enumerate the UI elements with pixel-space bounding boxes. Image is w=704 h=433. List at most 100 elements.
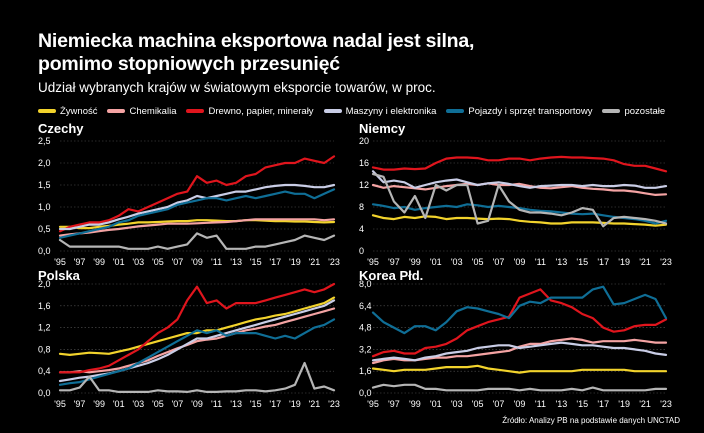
- x-tick-label: '09: [514, 257, 526, 267]
- y-tick-label: 1,0: [38, 202, 51, 212]
- x-tick-label: '21: [639, 257, 651, 267]
- y-tick-label: 4,8: [359, 323, 372, 333]
- legend-swatch: [323, 109, 342, 113]
- title-line-2: pomimo stopniowych przesunięć: [38, 53, 340, 75]
- x-tick-label: '01: [430, 399, 442, 409]
- x-tick-label: '97: [74, 399, 86, 409]
- x-tick-label: '97: [74, 257, 86, 267]
- x-tick-label: '09: [514, 399, 526, 409]
- series-line-niemcy-chemikalia: [371, 182, 668, 196]
- y-tick-label: 2,0: [38, 158, 51, 168]
- x-tick-label: '21: [309, 257, 321, 267]
- x-tick-label: '13: [555, 257, 567, 267]
- y-tick-label: 1,6: [359, 366, 372, 376]
- x-tick-label: '97: [388, 399, 400, 409]
- x-tick-label: '17: [597, 399, 609, 409]
- legend-item-food: Żywność: [38, 106, 97, 117]
- x-tick-label: '95: [54, 257, 66, 267]
- x-tick-label: '99: [93, 399, 105, 409]
- x-tick-label: '11: [211, 399, 222, 409]
- y-tick-label: 4: [359, 224, 364, 234]
- panel-title-polska: Polska: [38, 268, 81, 283]
- x-tick-label: '17: [269, 399, 281, 409]
- legend-swatch: [446, 109, 465, 113]
- series-line-czechy-pojazdy-i-sprze-t-transportowy: [58, 188, 336, 239]
- x-tick-label: '95: [54, 399, 66, 409]
- series-line-korea-p-d-z-ywnos-c: [371, 364, 668, 374]
- legend-label: pozostałe: [624, 105, 666, 117]
- legend-item-vehicles: Pojazdy i sprzęt transportowy: [446, 106, 592, 117]
- x-tick-label: '05: [472, 257, 484, 267]
- series-line-polska-z-ywnos-c: [58, 296, 336, 356]
- x-tick-label: '07: [493, 399, 505, 409]
- series-line-korea-p-d-pojazdy-i-sprze-t-transportowy: [371, 285, 668, 335]
- y-tick-label: 0,8: [38, 344, 51, 354]
- y-tick-label: 8,0: [359, 279, 372, 289]
- x-tick-label: '21: [639, 399, 651, 409]
- title-line-1: Niemiecka machina eksportowa nadal jest …: [38, 30, 475, 52]
- y-tick-label: 0,0: [359, 388, 372, 398]
- series-line-czechy-drewno-papier-minera-y: [58, 155, 336, 233]
- legend-item-other: pozostałe: [602, 106, 665, 117]
- x-tick-label: '01: [113, 399, 125, 409]
- panel-title-korea-p-d: Korea Płd.: [359, 268, 423, 283]
- source-note: Źródło: Analizy PB na podstawie danych U…: [502, 416, 680, 425]
- legend-swatch: [107, 109, 126, 113]
- x-tick-label: '97: [388, 257, 400, 267]
- y-tick-label: 3,2: [359, 344, 372, 354]
- page-title: Niemiecka machina eksportowa nadal jest …: [38, 30, 678, 76]
- legend-label: Drewno, papier, minerały: [208, 105, 314, 117]
- y-tick-label: 2,5: [38, 136, 51, 146]
- series-line-czechy-pozosta-e: [58, 232, 336, 250]
- legend-item-machinery: Maszyny i elektronika: [323, 106, 436, 117]
- series-line-czechy-maszyny-i-elektronika: [58, 183, 336, 231]
- x-tick-label: '01: [430, 257, 442, 267]
- panel-title-niemcy: Niemcy: [359, 121, 406, 136]
- series-line-polska-chemikalia: [58, 307, 336, 374]
- x-tick-label: '23: [660, 257, 672, 267]
- y-tick-label: 1,2: [38, 323, 51, 333]
- x-tick-label: '15: [250, 257, 262, 267]
- x-tick-label: '95: [367, 399, 379, 409]
- series-line-czechy-chemikalia: [58, 218, 336, 237]
- series-line-niemcy-z-ywnos-c: [371, 214, 668, 227]
- x-tick-label: '07: [172, 257, 184, 267]
- x-tick-label: '99: [409, 399, 421, 409]
- y-tick-label: 20: [359, 136, 369, 146]
- series-line-korea-p-d-maszyny-i-elektronika: [371, 341, 668, 362]
- y-tick-label: 12: [359, 180, 369, 190]
- y-tick-label: 16: [359, 158, 369, 168]
- x-tick-label: '09: [191, 399, 203, 409]
- x-tick-label: '13: [555, 399, 567, 409]
- x-tick-label: '07: [172, 399, 184, 409]
- legend-label: Chemikalia: [129, 105, 177, 117]
- x-tick-label: '13: [230, 399, 242, 409]
- x-tick-label: '19: [289, 257, 301, 267]
- legend-swatch: [602, 109, 621, 113]
- y-tick-label: 0,4: [38, 366, 51, 376]
- x-tick-label: '03: [451, 399, 463, 409]
- series-line-czechy-z-ywnos-c: [58, 219, 336, 230]
- x-tick-label: '21: [309, 399, 321, 409]
- legend-swatch: [38, 109, 56, 113]
- panel-title-czechy: Czechy: [38, 121, 84, 136]
- series-line-polska-drewno-papier-minera-y: [58, 282, 336, 374]
- x-tick-label: '15: [576, 399, 588, 409]
- series-line-niemcy-maszyny-i-elektronika: [371, 170, 668, 189]
- x-tick-label: '03: [451, 257, 463, 267]
- y-tick-label: 0,5: [38, 224, 51, 234]
- x-tick-label: '03: [132, 399, 144, 409]
- x-tick-label: '19: [618, 399, 630, 409]
- x-tick-label: '11: [535, 399, 546, 409]
- x-tick-label: '99: [93, 257, 105, 267]
- legend-item-chemicals: Chemikalia: [107, 106, 176, 117]
- x-tick-label: '15: [250, 399, 262, 409]
- x-tick-label: '23: [328, 257, 340, 267]
- y-tick-label: 6,4: [359, 301, 372, 311]
- legend-label: Pojazdy i sprzęt transportowy: [468, 105, 593, 117]
- legend-swatch: [186, 109, 205, 113]
- subtitle: Udział wybranych krajów w światowym eksp…: [38, 80, 436, 95]
- x-tick-label: '23: [660, 399, 672, 409]
- series-line-korea-p-d-pozosta-e: [371, 383, 668, 392]
